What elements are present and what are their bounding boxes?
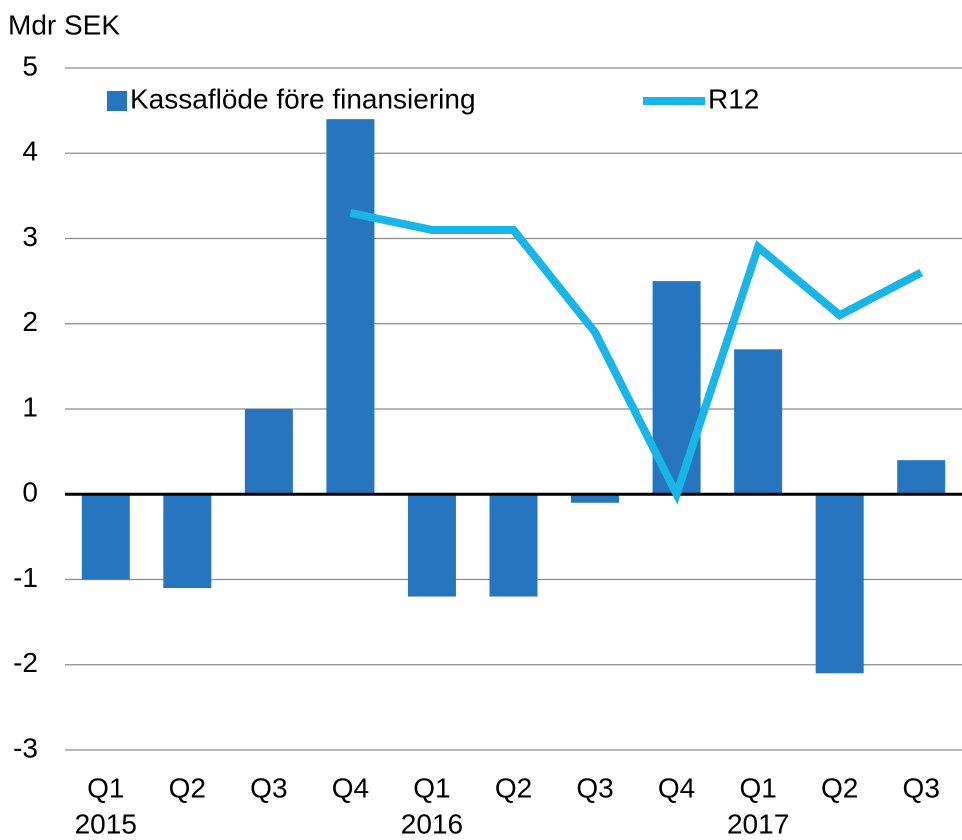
x-tick-label: Q3 xyxy=(903,772,940,803)
y-tick-label: 2 xyxy=(22,306,38,337)
legend-swatch xyxy=(107,91,127,111)
x-tick-label: Q2 xyxy=(169,772,206,803)
bar xyxy=(734,349,783,495)
bar xyxy=(81,494,130,580)
y-axis-label: Mdr SEK xyxy=(8,9,120,40)
y-tick-label: -3 xyxy=(13,732,38,763)
y-tick-label: 5 xyxy=(22,50,38,81)
bar xyxy=(815,494,864,674)
legend-label: R12 xyxy=(708,83,759,114)
x-group-label: 2015 xyxy=(75,808,137,839)
y-tick-label: -2 xyxy=(13,647,38,678)
bar xyxy=(897,460,946,495)
bar xyxy=(163,494,212,589)
y-tick-label: 4 xyxy=(22,136,38,167)
x-tick-label: Q1 xyxy=(739,772,776,803)
bar xyxy=(326,119,375,495)
y-tick-label: 3 xyxy=(22,221,38,252)
line xyxy=(349,209,924,505)
y-tick-label: 1 xyxy=(22,391,38,422)
legend-label: Kassaflöde före finansiering xyxy=(130,83,476,114)
x-tick-label: Q3 xyxy=(576,772,613,803)
x-tick-label: Q2 xyxy=(495,772,532,803)
bar xyxy=(571,494,620,503)
x-tick-label: Q4 xyxy=(658,772,695,803)
bar xyxy=(407,494,456,597)
x-tick-label: Q1 xyxy=(413,772,450,803)
x-tick-label: Q2 xyxy=(821,772,858,803)
x-group-label: 2017 xyxy=(727,808,789,839)
bar xyxy=(244,409,293,495)
x-group-label: 2016 xyxy=(401,808,463,839)
x-tick-label: Q4 xyxy=(332,772,369,803)
x-tick-label: Q3 xyxy=(250,772,287,803)
y-tick-label: -1 xyxy=(13,562,38,593)
bar xyxy=(489,494,538,597)
x-tick-label: Q1 xyxy=(87,772,124,803)
y-tick-label: 0 xyxy=(22,477,38,508)
